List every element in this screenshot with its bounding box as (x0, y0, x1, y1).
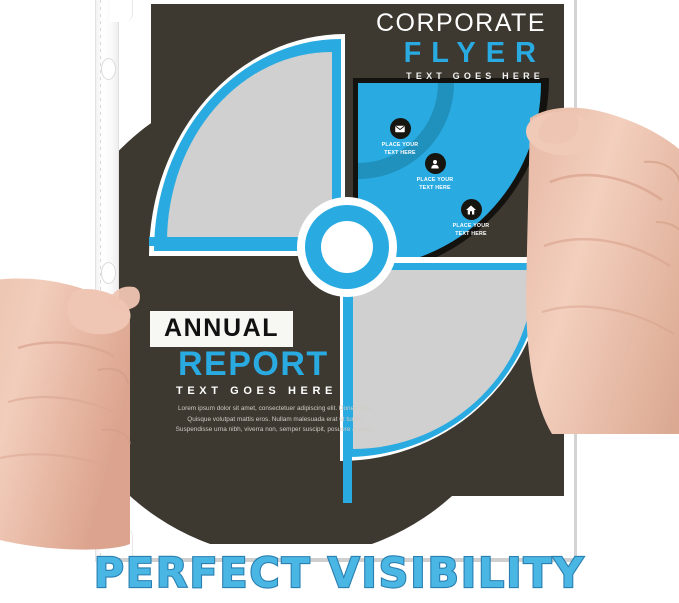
punch-hole-1 (101, 58, 116, 80)
corporate-flyer-artwork: CORPORATE FLYER TEXT GOES HERE PLACE YOU… (113, 4, 564, 544)
flyer-footer-kicker: ANNUAL (164, 314, 280, 342)
flyer-center-hub (297, 197, 397, 297)
quadrant-bottom-right (340, 257, 546, 461)
flyer-footer-kicker-box: ANNUAL (150, 311, 294, 347)
user-icon (424, 153, 446, 174)
hub-inner-circle (321, 221, 373, 273)
flyer-footer-body: Lorem ipsum dolor sit amet, consectetuer… (175, 405, 376, 434)
flyer-header-title: CORPORATE (376, 9, 546, 37)
feature-item-3-line2: TEXT HERE (455, 230, 487, 237)
flyer-header-tagline: TEXT GOES HERE (406, 71, 544, 81)
feature-item-3: PLACE YOUR TEXT HERE (436, 199, 506, 238)
flyer-footer-tagline: TEXT GOES HERE (176, 385, 337, 397)
left-hand-fingertip (108, 284, 142, 314)
hub-spoke-left (149, 237, 299, 246)
quadrant-top-right (353, 78, 549, 276)
feature-item-2-line1: PLACE YOUR (416, 177, 454, 183)
right-hand (524, 104, 679, 434)
feature-item-1: PLACE YOUR TEXT HERE (365, 118, 435, 157)
protector-notch-top (110, 0, 133, 22)
hub-spoke-bottom (343, 293, 352, 503)
left-hand (0, 252, 180, 552)
feature-item-1-line1: PLACE YOUR (381, 142, 419, 148)
feature-item-1-line2: TEXT HERE (384, 149, 416, 156)
right-hand-fingertip (536, 108, 580, 148)
feature-item-3-line1: PLACE YOUR (452, 223, 490, 229)
flyer-header-subtitle: FLYER (403, 37, 546, 69)
feature-item-2-line2: TEXT HERE (419, 184, 451, 191)
envelope-icon (389, 118, 411, 139)
punch-hole-2 (101, 262, 116, 284)
product-caption: PERFECT VISIBILITY (93, 548, 586, 598)
flyer-footer-title: REPORT (178, 345, 329, 383)
home-icon (460, 199, 482, 220)
feature-item-2: PLACE YOUR TEXT HERE (400, 153, 470, 192)
